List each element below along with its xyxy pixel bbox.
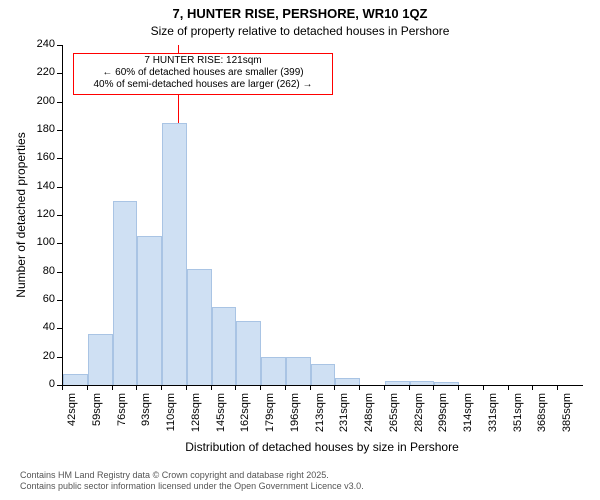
y-tick-label: 60 — [27, 293, 55, 305]
x-tick-label: 76sqm — [116, 393, 128, 441]
x-tick-mark — [136, 385, 137, 390]
x-tick-mark — [508, 385, 509, 390]
credits-block: Contains HM Land Registry data © Crown c… — [20, 470, 364, 493]
y-tick-label: 120 — [27, 208, 55, 220]
x-tick-mark — [62, 385, 63, 390]
histogram-bar — [261, 357, 286, 385]
x-tick-label: 213sqm — [314, 393, 326, 441]
histogram-bar — [385, 381, 410, 385]
y-tick-label: 160 — [27, 151, 55, 163]
histogram-bar — [286, 357, 311, 385]
y-tick-label: 220 — [27, 66, 55, 78]
y-axis-label: Number of detached properties — [14, 115, 28, 315]
y-tick-label: 40 — [27, 321, 55, 333]
y-tick-mark — [57, 300, 62, 301]
annotation-box: 7 HUNTER RISE: 121sqm ← 60% of detached … — [73, 53, 333, 95]
y-tick-label: 20 — [27, 350, 55, 362]
chart-title: 7, HUNTER RISE, PERSHORE, WR10 1QZ — [0, 6, 600, 21]
x-tick-label: 282sqm — [413, 393, 425, 441]
x-tick-mark — [483, 385, 484, 390]
histogram-bar — [63, 374, 88, 385]
x-tick-label: 248sqm — [363, 393, 375, 441]
histogram-bar — [88, 334, 113, 385]
credits-line-2: Contains public sector information licen… — [20, 481, 364, 492]
x-tick-label: 299sqm — [437, 393, 449, 441]
x-tick-label: 314sqm — [462, 393, 474, 441]
x-tick-mark — [334, 385, 335, 390]
y-tick-mark — [57, 328, 62, 329]
x-tick-mark — [532, 385, 533, 390]
plot-area: 7 HUNTER RISE: 121sqm ← 60% of detached … — [62, 45, 583, 386]
x-tick-label: 42sqm — [66, 393, 78, 441]
x-tick-mark — [235, 385, 236, 390]
x-tick-mark — [260, 385, 261, 390]
x-tick-label: 265sqm — [388, 393, 400, 441]
annotation-line-1: 7 HUNTER RISE: 121sqm — [76, 55, 330, 67]
y-tick-mark — [57, 215, 62, 216]
x-tick-mark — [285, 385, 286, 390]
x-tick-mark — [433, 385, 434, 390]
histogram-bar — [162, 123, 187, 385]
y-tick-mark — [57, 357, 62, 358]
x-tick-mark — [557, 385, 558, 390]
y-tick-mark — [57, 73, 62, 74]
x-tick-mark — [458, 385, 459, 390]
x-axis-label: Distribution of detached houses by size … — [62, 440, 582, 454]
y-tick-mark — [57, 243, 62, 244]
x-tick-mark — [384, 385, 385, 390]
x-tick-mark — [161, 385, 162, 390]
x-tick-mark — [409, 385, 410, 390]
x-tick-label: 196sqm — [289, 393, 301, 441]
chart-subtitle: Size of property relative to detached ho… — [0, 24, 600, 38]
histogram-bar — [311, 364, 336, 385]
chart-container: 7, HUNTER RISE, PERSHORE, WR10 1QZ Size … — [0, 0, 600, 500]
x-tick-mark — [87, 385, 88, 390]
x-tick-label: 59sqm — [91, 393, 103, 441]
y-tick-mark — [57, 158, 62, 159]
y-tick-label: 200 — [27, 95, 55, 107]
y-tick-label: 80 — [27, 265, 55, 277]
credits-line-1: Contains HM Land Registry data © Crown c… — [20, 470, 364, 481]
x-tick-label: 179sqm — [264, 393, 276, 441]
histogram-bar — [410, 381, 435, 385]
x-tick-mark — [211, 385, 212, 390]
x-tick-mark — [186, 385, 187, 390]
y-tick-mark — [57, 272, 62, 273]
x-tick-label: 110sqm — [165, 393, 177, 441]
x-tick-label: 331sqm — [487, 393, 499, 441]
histogram-bar — [187, 269, 212, 385]
y-tick-label: 100 — [27, 236, 55, 248]
x-tick-label: 93sqm — [140, 393, 152, 441]
x-tick-mark — [359, 385, 360, 390]
x-tick-label: 231sqm — [338, 393, 350, 441]
y-tick-label: 0 — [27, 378, 55, 390]
y-tick-mark — [57, 45, 62, 46]
x-tick-label: 351sqm — [512, 393, 524, 441]
y-tick-mark — [57, 187, 62, 188]
x-tick-label: 385sqm — [561, 393, 573, 441]
histogram-bar — [434, 382, 459, 385]
histogram-bar — [212, 307, 237, 385]
x-tick-label: 128sqm — [190, 393, 202, 441]
x-tick-mark — [310, 385, 311, 390]
x-tick-mark — [112, 385, 113, 390]
histogram-bar — [137, 236, 162, 385]
y-tick-label: 240 — [27, 38, 55, 50]
y-tick-label: 180 — [27, 123, 55, 135]
x-tick-label: 145sqm — [215, 393, 227, 441]
y-tick-mark — [57, 130, 62, 131]
histogram-bar — [113, 201, 138, 385]
annotation-line-3: 40% of semi-detached houses are larger (… — [76, 79, 330, 91]
y-tick-label: 140 — [27, 180, 55, 192]
x-tick-label: 368sqm — [536, 393, 548, 441]
histogram-bar — [335, 378, 360, 385]
x-tick-label: 162sqm — [239, 393, 251, 441]
y-tick-mark — [57, 102, 62, 103]
annotation-line-2: ← 60% of detached houses are smaller (39… — [76, 67, 330, 79]
histogram-bar — [236, 321, 261, 385]
